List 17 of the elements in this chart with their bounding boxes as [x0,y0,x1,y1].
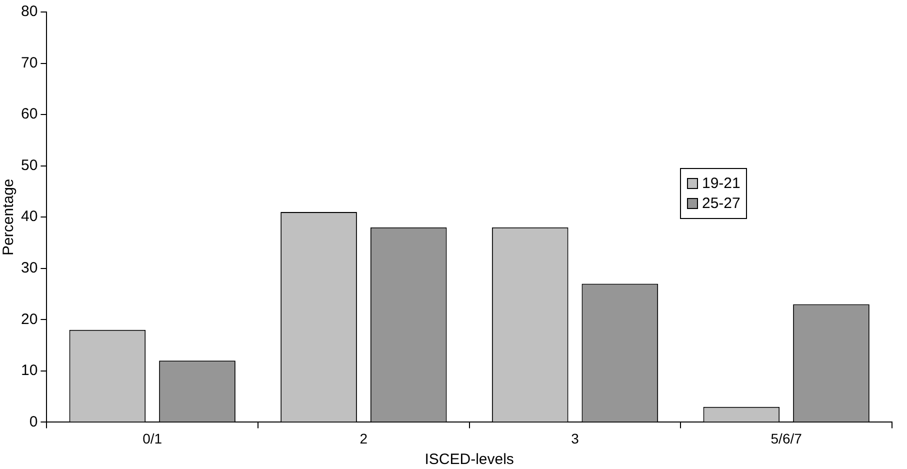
y-tick-label: 50 [20,156,38,174]
y-tick-label: 30 [20,260,38,277]
y-tick-label: 40 [20,208,38,226]
x-tick-label: 2 [360,430,368,446]
legend-label: 25-27 [702,195,740,212]
y-tick-label: 80 [20,3,38,20]
y-axis-title: Percentage [0,178,18,256]
x-axis-title: ISCED-levels [424,451,514,468]
y-tick-label: 70 [20,54,38,72]
y-tick-label: 0 [29,413,38,430]
y-tick-label: 10 [20,362,38,380]
y-tick-label: 60 [20,106,38,123]
y-tick-label: 20 [20,310,38,328]
x-tick-label: 3 [571,430,580,446]
x-tick-label: 5/6/7 [770,430,802,446]
legend-label: 19-21 [702,175,740,192]
x-tick-label: 0/1 [142,430,162,446]
